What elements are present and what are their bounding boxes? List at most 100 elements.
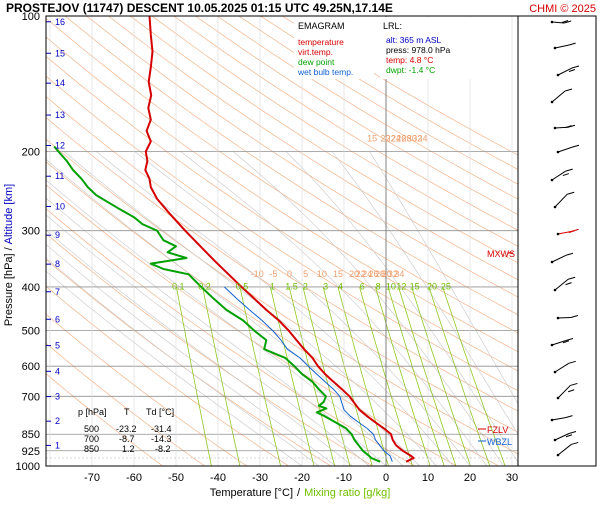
- table-cell-1-2: -14.3: [151, 434, 172, 444]
- chart-title: PROSTEJOV (11747) DESCENT 10.05.2025 01:…: [6, 1, 393, 15]
- table-cell-0-0: 500: [84, 424, 99, 434]
- altitude-tick-label: 1: [55, 440, 60, 450]
- altitude-tick-label: 6: [55, 314, 60, 324]
- mixing-ratio-label: 3: [323, 281, 328, 291]
- wind-barb-dot: [554, 206, 557, 209]
- pressure-tick-label: 400: [22, 282, 40, 294]
- pressure-tick-label: 925: [22, 446, 40, 458]
- wind-barb-dot: [551, 21, 554, 24]
- dry-adiabat-label: 34: [394, 269, 404, 279]
- altitude-tick-label: 12: [55, 141, 65, 151]
- x-tick-label: 0: [383, 472, 389, 484]
- mixing-ratio-label: 10: [386, 281, 396, 291]
- table-cell-2-2: -8.2: [155, 444, 171, 454]
- pressure-tick-label: 500: [22, 326, 40, 338]
- dry-adiabat-label: -5: [269, 269, 277, 279]
- altitude-tick-label: 9: [55, 230, 60, 240]
- legend-wet-bulb: wet bulb temp.: [297, 67, 353, 77]
- x-tick-label: 10: [422, 472, 434, 484]
- dry-adiabat-label: -10: [251, 269, 264, 279]
- x-tick-label: 30: [506, 472, 518, 484]
- dry-adiabat-label: 0: [287, 269, 292, 279]
- wind-barb-dot: [554, 289, 557, 292]
- wind-barb-dot: [551, 419, 554, 422]
- wind-barb-dot: [554, 371, 557, 374]
- mixing-ratio-label: 20: [427, 281, 437, 291]
- mixing-ratio-label: 8: [376, 281, 381, 291]
- altitude-tick-label: 3: [55, 392, 60, 402]
- wind-barb-dot: [554, 127, 557, 130]
- dry-adiabat-label: 34: [417, 133, 427, 143]
- wind-barb-dot: [554, 439, 557, 442]
- mixing-ratio-label: 1.5: [285, 281, 298, 291]
- dry-adiabat-label: 15: [333, 269, 343, 279]
- wind-barb-dot: [557, 454, 560, 457]
- altitude-tick-label: 2: [55, 416, 60, 426]
- table-cell-2-0: 850: [84, 444, 99, 454]
- x-axis-title: Temperature [°C]/Mixing ratio [g/kg]: [210, 487, 391, 499]
- level-table: p [hPa] T Td [°C] 500 -23.2 -31.4 700 -8…: [78, 407, 174, 454]
- mixing-ratio-label: 12: [396, 281, 406, 291]
- table-header-p: p [hPa]: [78, 407, 107, 417]
- table-cell-1-0: 700: [84, 434, 99, 444]
- table-header-t: T: [124, 407, 130, 417]
- altitude-tick-label: 13: [55, 110, 65, 120]
- dry-adiabat-label: 10: [317, 269, 327, 279]
- x-tick-label: -60: [126, 472, 142, 484]
- mixing-ratio-label: 4: [338, 281, 343, 291]
- wind-barb-dot: [551, 344, 554, 347]
- x-tick-label: -70: [84, 472, 100, 484]
- y-axis-title-pressure: Pressure [hPa]: [3, 253, 15, 326]
- mxws-label: MXWS: [487, 249, 515, 259]
- legend-temperature: temperature: [298, 37, 344, 47]
- altitude-tick-label: 8: [55, 259, 60, 269]
- mixing-ratio-label: 25: [441, 281, 451, 291]
- mixing-ratio-label: 15: [410, 281, 420, 291]
- legend: EMAGRAM temperature virt.temp. dew point…: [294, 17, 374, 79]
- wind-barb-dot: [551, 179, 554, 182]
- altitude-tick-label: 4: [55, 366, 60, 376]
- lrl-press: press: 978.0 hPa: [386, 45, 451, 55]
- mixing-ratio-label: 0.1: [172, 281, 185, 291]
- x-axis-title-temperature: Temperature [°C]: [210, 487, 293, 499]
- wbzl-label: WBZL: [487, 437, 512, 447]
- lrl-panel: LRL: alt: 365 m ASL press: 978.0 hPa tem…: [380, 17, 478, 79]
- fzlv-label: FZLV: [487, 425, 508, 435]
- pressure-tick-label: 850: [22, 429, 40, 441]
- pressure-tick-label: 1000: [16, 461, 40, 473]
- wind-barb-dot: [557, 74, 560, 77]
- wind-barb-dot: [557, 317, 560, 320]
- table-cell-1-1: -8.7: [119, 434, 135, 444]
- table-cell-2-1: 1.2: [122, 444, 135, 454]
- x-tick-label: -40: [210, 472, 226, 484]
- mixing-ratio-label: 6: [360, 281, 365, 291]
- legend-dew-point: dew point: [298, 57, 335, 67]
- pressure-tick-label: 300: [22, 226, 40, 238]
- x-tick-label: -50: [168, 472, 184, 484]
- legend-virt-temp: virt.temp.: [298, 47, 333, 57]
- legend-title: EMAGRAM: [298, 21, 345, 31]
- table-cell-0-2: -31.4: [151, 424, 172, 434]
- altitude-tick-label: 15: [55, 48, 65, 58]
- x-tick-label: -30: [252, 472, 268, 484]
- y-axis-title-altitude: Altitude [km]: [3, 184, 15, 245]
- wind-barb-dot: [557, 233, 560, 236]
- altitude-tick-label: 11: [55, 171, 64, 181]
- pressure-tick-label: 600: [22, 361, 40, 373]
- altitude-tick-label: 14: [55, 78, 65, 88]
- wind-barb-dot: [557, 151, 560, 154]
- lrl-dwpt: dwpt: -1.4 °C: [386, 65, 435, 75]
- wind-barb-dot: [551, 261, 554, 264]
- wind-barb-staff: [558, 317, 571, 318]
- wind-barb-dot: [557, 397, 560, 400]
- altitude-tick-label: 7: [55, 287, 60, 297]
- dry-adiabat-label: 15: [367, 133, 377, 143]
- mixing-ratio-label: 0.5: [236, 281, 249, 291]
- pressure-tick-label: 200: [22, 146, 40, 158]
- wind-barb-dot: [554, 47, 557, 50]
- altitude-tick-label: 10: [55, 201, 65, 211]
- y-axis-title: Pressure [hPa]/Altitude [km]: [3, 184, 15, 326]
- credit: CHMI © 2025: [529, 3, 596, 15]
